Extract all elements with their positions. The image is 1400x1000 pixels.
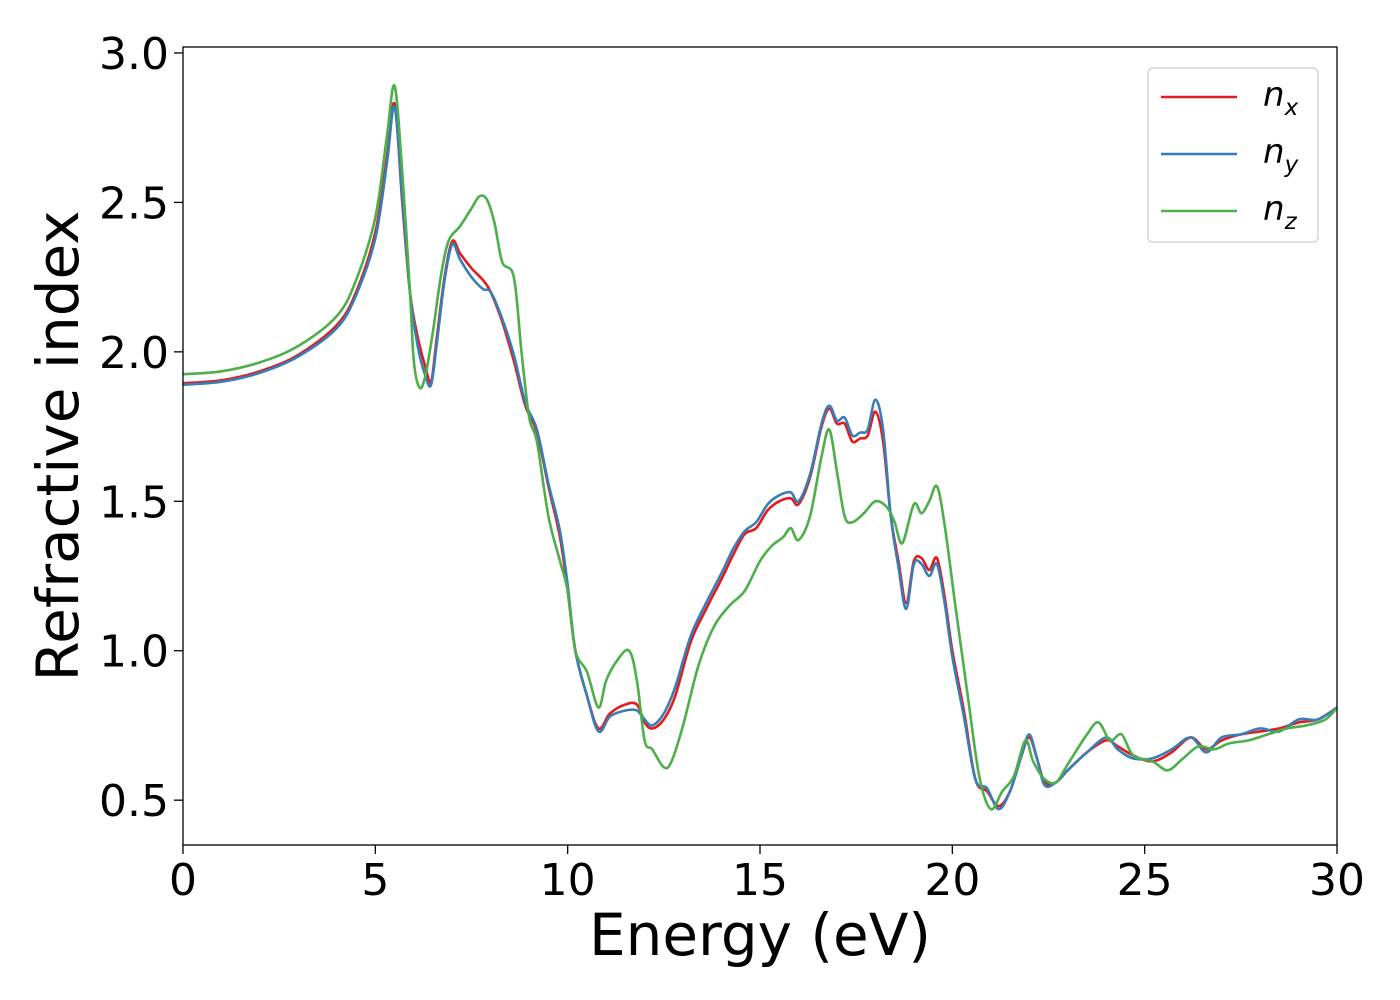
- x-tick-label: 25: [1117, 855, 1173, 906]
- y-tick-label: 1.5: [99, 477, 169, 528]
- legend-label-base: n: [1263, 189, 1285, 229]
- y-tick-label: 0.5: [99, 776, 169, 827]
- y-axis-title: Refractive index: [24, 210, 92, 681]
- legend-label-subscript: y: [1284, 152, 1299, 178]
- legend-label-subscript: z: [1284, 209, 1298, 235]
- x-axis-ticks: 0 5 10 15 20 25 30: [169, 845, 1365, 906]
- legend-label-x: nx: [1263, 75, 1299, 121]
- x-tick-label: 20: [924, 855, 980, 906]
- plot-background: [183, 47, 1337, 845]
- legend-label-y: ny: [1263, 132, 1299, 178]
- x-tick-label: 5: [361, 855, 389, 906]
- x-tick-label: 15: [732, 855, 788, 906]
- series-line-z: [183, 84, 1337, 811]
- y-tick-label: 1.0: [99, 627, 169, 678]
- x-tick-label: 0: [169, 855, 197, 906]
- legend-label-z: nz: [1263, 189, 1298, 235]
- y-axis-ticks: 0.5 1.0 1.5 2.0 2.5 3.0: [99, 29, 183, 827]
- legend-label-base: n: [1263, 132, 1285, 172]
- legend-label-base: n: [1263, 75, 1285, 115]
- x-tick-label: 30: [1309, 855, 1365, 906]
- y-tick-label: 3.0: [99, 29, 169, 80]
- legend-label-subscript: x: [1284, 95, 1299, 121]
- series-layer: [183, 84, 1337, 811]
- y-tick-label: 2.0: [99, 328, 169, 379]
- x-axis-title: Energy (eV): [589, 901, 931, 969]
- y-tick-label: 2.5: [99, 178, 169, 229]
- x-tick-label: 10: [540, 855, 596, 906]
